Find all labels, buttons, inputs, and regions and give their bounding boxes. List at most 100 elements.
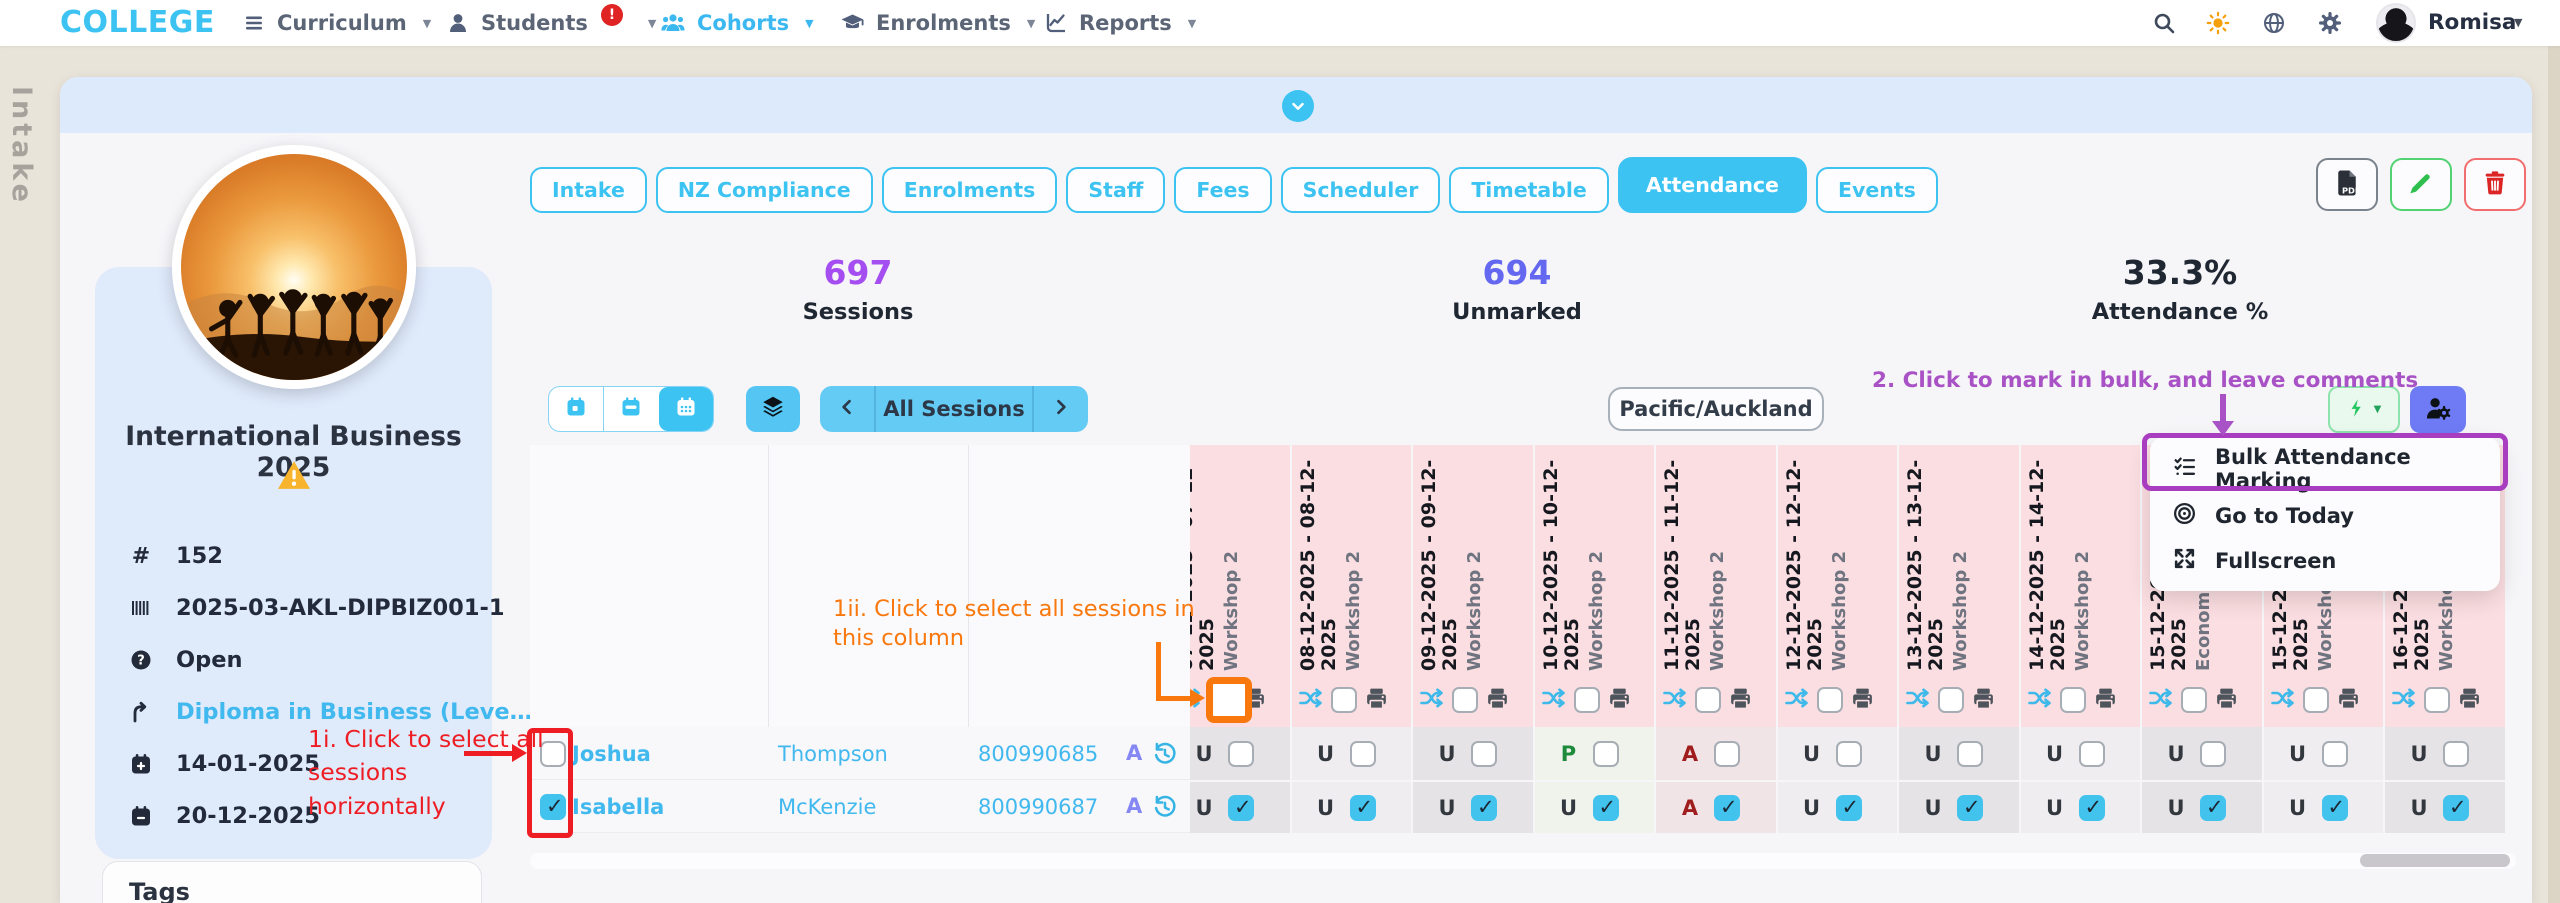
record-flag[interactable]: A bbox=[1126, 741, 1143, 765]
tab-timetable[interactable]: Timetable bbox=[1449, 167, 1609, 213]
select-column-checkbox[interactable] bbox=[1330, 687, 1357, 713]
student-surname[interactable]: McKenzie bbox=[778, 795, 877, 819]
select-column-checkbox[interactable] bbox=[1816, 687, 1843, 713]
student-first-name[interactable]: Joshua bbox=[572, 742, 651, 766]
next-sessions-button[interactable] bbox=[1034, 386, 1088, 432]
select-column-checkbox[interactable] bbox=[1452, 687, 1478, 713]
menu-item-bulk-attendance-marking[interactable]: Bulk Attendance Marking bbox=[2150, 445, 2500, 493]
menu-item-fullscreen[interactable]: Fullscreen bbox=[2150, 538, 2500, 583]
select-column-checkbox[interactable] bbox=[1695, 687, 1721, 713]
shuffle-icon[interactable] bbox=[2027, 685, 2053, 715]
printer-icon[interactable] bbox=[1971, 686, 1996, 715]
week-view-button[interactable] bbox=[603, 387, 658, 431]
select-column-checkbox[interactable] bbox=[2424, 687, 2450, 713]
attendance-checkbox[interactable] bbox=[2078, 794, 2105, 821]
attendance-checkbox[interactable] bbox=[1471, 740, 1497, 767]
printer-icon[interactable] bbox=[1485, 686, 1510, 715]
bulk-actions-button[interactable]: ▼ bbox=[2328, 386, 2400, 433]
attendance-checkbox[interactable] bbox=[1714, 794, 1740, 821]
select-row-checkbox[interactable] bbox=[540, 794, 566, 820]
attendance-checkbox[interactable] bbox=[2200, 794, 2226, 821]
tab-nz-compliance[interactable]: NZ Compliance bbox=[655, 167, 873, 213]
attendance-checkbox[interactable] bbox=[1592, 794, 1619, 821]
select-column-checkbox[interactable] bbox=[1209, 687, 1235, 713]
attendance-checkbox[interactable] bbox=[1592, 740, 1619, 767]
shuffle-icon[interactable] bbox=[1662, 685, 1688, 715]
attendance-checkbox[interactable] bbox=[1349, 740, 1376, 767]
attendance-checkbox[interactable] bbox=[2078, 740, 2105, 767]
printer-icon[interactable] bbox=[2336, 686, 2361, 715]
shuffle-icon[interactable] bbox=[2148, 685, 2174, 715]
printer-icon[interactable] bbox=[2214, 686, 2239, 715]
attendance-checkbox[interactable] bbox=[2443, 740, 2469, 767]
search-icon[interactable] bbox=[2152, 11, 2176, 35]
attendance-checkbox[interactable] bbox=[1957, 740, 1983, 767]
printer-icon[interactable] bbox=[2093, 686, 2118, 715]
shuffle-icon[interactable] bbox=[1784, 685, 1810, 715]
nav-menu-reports[interactable]: Reports ▼ bbox=[1044, 0, 1196, 46]
day-view-button[interactable] bbox=[549, 387, 603, 431]
tab-attendance[interactable]: Attendance bbox=[1617, 157, 1807, 213]
shuffle-icon[interactable] bbox=[1419, 685, 1445, 715]
delete-button[interactable] bbox=[2464, 158, 2526, 211]
select-column-checkbox[interactable] bbox=[2059, 687, 2086, 713]
attendance-checkbox[interactable] bbox=[2321, 794, 2348, 821]
timezone-button[interactable]: Pacific/Auckland bbox=[1608, 387, 1824, 431]
month-view-button[interactable] bbox=[658, 387, 713, 431]
attendance-checkbox[interactable] bbox=[1228, 740, 1254, 767]
nav-menu-enrolments[interactable]: Enrolments ▼ bbox=[840, 0, 1035, 46]
select-column-checkbox[interactable] bbox=[2302, 687, 2329, 713]
select-column-checkbox[interactable] bbox=[1573, 687, 1600, 713]
attendance-checkbox[interactable] bbox=[1835, 740, 1862, 767]
horizontal-scrollbar-thumb[interactable] bbox=[2360, 854, 2510, 867]
printer-icon[interactable] bbox=[1364, 686, 1389, 715]
attendance-checkbox[interactable] bbox=[1835, 794, 1862, 821]
user-name[interactable]: Romisa bbox=[2428, 10, 2517, 35]
student-id[interactable]: 800990685 bbox=[978, 742, 1099, 766]
attendance-checkbox[interactable] bbox=[1228, 794, 1254, 821]
avatar[interactable] bbox=[2376, 3, 2416, 43]
collapse-chevron-button[interactable] bbox=[1282, 90, 1314, 122]
tab-events[interactable]: Events bbox=[1815, 167, 1938, 213]
printer-icon[interactable] bbox=[2457, 686, 2482, 715]
tab-fees[interactable]: Fees bbox=[1174, 167, 1272, 213]
select-row-checkbox[interactable] bbox=[540, 741, 566, 767]
select-column-checkbox[interactable] bbox=[1938, 687, 1964, 713]
tab-staff[interactable]: Staff bbox=[1066, 167, 1166, 213]
nav-menu-students[interactable]: Students ! ▼ bbox=[446, 0, 656, 46]
printer-icon[interactable] bbox=[1728, 686, 1753, 715]
select-column-checkbox[interactable] bbox=[2181, 687, 2207, 713]
menu-item-go-to-today[interactable]: Go to Today bbox=[2150, 493, 2500, 538]
globe-icon[interactable] bbox=[2262, 11, 2286, 35]
tab-intake[interactable]: Intake bbox=[530, 167, 647, 213]
record-flag[interactable]: A bbox=[1126, 794, 1143, 818]
sessions-range-label[interactable]: All Sessions bbox=[874, 386, 1034, 432]
history-icon[interactable] bbox=[1152, 741, 1178, 771]
attendance-checkbox[interactable] bbox=[1471, 794, 1497, 821]
shuffle-icon[interactable] bbox=[2391, 685, 2417, 715]
shuffle-icon[interactable] bbox=[1541, 685, 1567, 715]
history-icon[interactable] bbox=[1152, 794, 1178, 824]
attendance-checkbox[interactable] bbox=[1957, 794, 1983, 821]
attendance-checkbox[interactable] bbox=[1349, 794, 1376, 821]
attendance-settings-button[interactable] bbox=[2410, 386, 2466, 433]
nav-menu-curriculum[interactable]: Curriculum ▼ bbox=[242, 0, 431, 46]
export-pdf-button[interactable]: PDF bbox=[2316, 158, 2378, 211]
student-id[interactable]: 800990687 bbox=[978, 795, 1099, 819]
gear-icon[interactable] bbox=[2318, 11, 2342, 35]
attendance-checkbox[interactable] bbox=[2321, 740, 2348, 767]
attendance-checkbox[interactable] bbox=[2200, 740, 2226, 767]
shuffle-icon[interactable] bbox=[1298, 685, 1324, 715]
previous-sessions-button[interactable] bbox=[820, 386, 874, 432]
shuffle-icon[interactable] bbox=[2270, 685, 2296, 715]
nav-menu-cohorts[interactable]: Cohorts ▼ bbox=[660, 0, 814, 46]
student-surname[interactable]: Thompson bbox=[778, 742, 888, 766]
shuffle-icon[interactable] bbox=[1905, 685, 1931, 715]
student-first-name[interactable]: Isabella bbox=[572, 795, 665, 819]
shuffle-icon[interactable] bbox=[1190, 685, 1202, 715]
printer-icon[interactable] bbox=[1850, 686, 1875, 715]
theme-sun-icon[interactable] bbox=[2206, 11, 2230, 35]
edit-button[interactable] bbox=[2390, 158, 2452, 211]
printer-icon[interactable] bbox=[1242, 686, 1267, 715]
layers-button[interactable] bbox=[746, 386, 800, 432]
